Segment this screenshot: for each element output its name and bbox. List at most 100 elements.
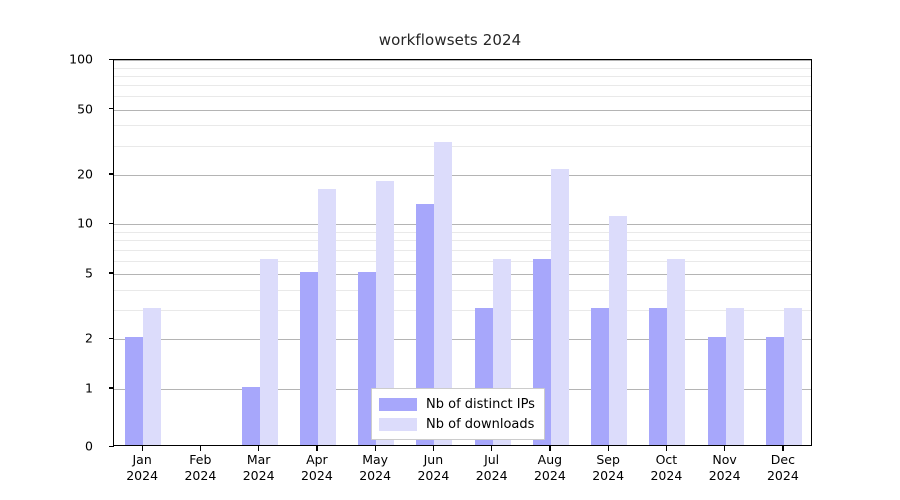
bar-ips — [649, 308, 668, 445]
x-axis-tick-year: 2024 — [359, 468, 392, 483]
legend-item-downloads: Nb of downloads — [379, 414, 535, 434]
bar-ips — [125, 337, 144, 445]
bar-group — [591, 60, 628, 445]
x-axis-tick-month: Feb — [189, 452, 212, 467]
x-axis-tick-label: Apr 2024 — [272, 452, 362, 484]
x-axis-tick-label: Aug 2024 — [505, 452, 595, 484]
y-axis-tick-label: 1 — [85, 380, 93, 396]
bar-downloads — [143, 308, 162, 445]
x-axis-tick-label: May 2024 — [330, 452, 420, 484]
x-axis-tick-year: 2024 — [126, 468, 159, 483]
x-axis-tick-year: 2024 — [650, 468, 683, 483]
gridline — [114, 289, 811, 291]
chart-title: workflowsets 2024 — [378, 31, 522, 49]
x-axis-tick-label: Nov 2024 — [680, 452, 770, 484]
bar-group — [649, 60, 686, 445]
x-axis-tick-year: 2024 — [592, 468, 625, 483]
bar-group — [416, 60, 453, 445]
y-axis-tick-mark — [109, 173, 114, 175]
x-axis-tick-month: Apr — [306, 452, 328, 467]
y-axis-tick-label: 5 — [85, 265, 93, 281]
legend-item-ips: Nb of distinct IPs — [379, 394, 535, 414]
gridline — [114, 224, 811, 226]
gridline — [114, 260, 811, 262]
x-axis-tick-mark — [258, 446, 260, 451]
bar-downloads — [783, 308, 802, 445]
x-axis-tick-mark — [432, 446, 435, 451]
x-axis-tick-mark — [782, 446, 784, 451]
gridline — [114, 174, 811, 176]
x-axis-tick-mark — [665, 446, 668, 451]
gridline — [114, 96, 811, 98]
bar-downloads — [434, 141, 453, 445]
bar-ips — [591, 308, 610, 445]
x-axis-tick-label: Sep 2024 — [563, 452, 653, 484]
x-axis-tick-label: Oct 2024 — [621, 452, 711, 484]
y-axis-tick-mark — [109, 222, 114, 225]
bar-downloads — [725, 308, 744, 445]
plot-inner — [114, 60, 811, 445]
gridline — [114, 310, 811, 312]
x-axis-tick-month: May — [362, 452, 389, 467]
gridline — [114, 125, 811, 127]
x-axis-tick-month: Dec — [770, 452, 795, 467]
x-axis-tick-mark — [141, 446, 143, 451]
x-axis-tick-year: 2024 — [533, 468, 566, 483]
legend-swatch-downloads — [379, 417, 417, 431]
bar-group — [241, 60, 278, 445]
y-axis-tick-label: 20 — [77, 166, 93, 182]
x-axis-tick-label: Feb 2024 — [155, 452, 245, 484]
x-axis-tick-month: Oct — [655, 452, 678, 467]
bar-group — [183, 60, 219, 445]
bar-downloads — [376, 180, 395, 445]
bar-downloads — [550, 169, 569, 445]
bar-downloads — [609, 215, 628, 445]
x-axis-tick-year: 2024 — [300, 468, 333, 483]
x-axis-tick-month: Jul — [484, 452, 500, 467]
y-axis-tick-label: 100 — [69, 51, 93, 67]
x-axis-tick-label: Jun 2024 — [388, 452, 478, 484]
gridline — [114, 339, 811, 341]
bar-ips — [707, 337, 726, 445]
bar-ips — [241, 386, 260, 445]
x-axis-tick-label: Dec 2024 — [738, 452, 828, 484]
x-axis-tick-month: Sep — [596, 452, 620, 467]
chart-legend: Nb of distinct IPs Nb of downloads — [371, 388, 545, 440]
x-axis-tick-label: Jan 2024 — [97, 452, 187, 484]
x-axis-tick-month: Jun — [423, 452, 444, 467]
x-axis-tick-mark — [374, 446, 376, 451]
y-axis-tick-mark — [109, 337, 114, 340]
x-axis-tick-month: Nov — [712, 452, 737, 467]
gridline — [114, 67, 811, 69]
bar-group — [125, 60, 162, 445]
x-axis-tick-mark — [199, 446, 202, 451]
y-axis-tick-label: 2 — [85, 330, 93, 346]
x-axis-tick-mark — [491, 446, 493, 451]
y-axis-tick-label: 50 — [77, 101, 93, 116]
legend-label-downloads: Nb of downloads — [426, 416, 535, 432]
x-axis-tick-year: 2024 — [242, 468, 275, 483]
x-axis-tick-mark — [724, 446, 726, 451]
gridline — [114, 75, 811, 77]
bar-group — [707, 60, 744, 445]
y-axis-tick-mark — [109, 387, 114, 389]
gridline — [114, 249, 811, 251]
bar-group — [765, 60, 802, 445]
y-axis-tick-mark — [109, 108, 114, 110]
x-axis-tick-year: 2024 — [417, 468, 450, 483]
y-axis-tick-label: 0 — [85, 438, 93, 454]
legend-label-ips: Nb of distinct IPs — [426, 396, 535, 412]
gridline — [114, 240, 811, 242]
bar-downloads — [667, 258, 686, 445]
x-axis-tick-year: 2024 — [475, 468, 508, 483]
x-axis-tick-year: 2024 — [766, 468, 799, 483]
y-axis-tick-mark — [109, 58, 114, 60]
x-axis-tick-label: Mar 2024 — [214, 452, 304, 484]
plot-area — [113, 59, 812, 446]
legend-swatch-ips — [379, 397, 417, 411]
x-axis-tick-month: Jan — [132, 452, 152, 467]
gridline — [114, 109, 811, 111]
x-axis-tick-month: Mar — [246, 452, 271, 467]
y-axis-tick-mark — [109, 445, 114, 447]
